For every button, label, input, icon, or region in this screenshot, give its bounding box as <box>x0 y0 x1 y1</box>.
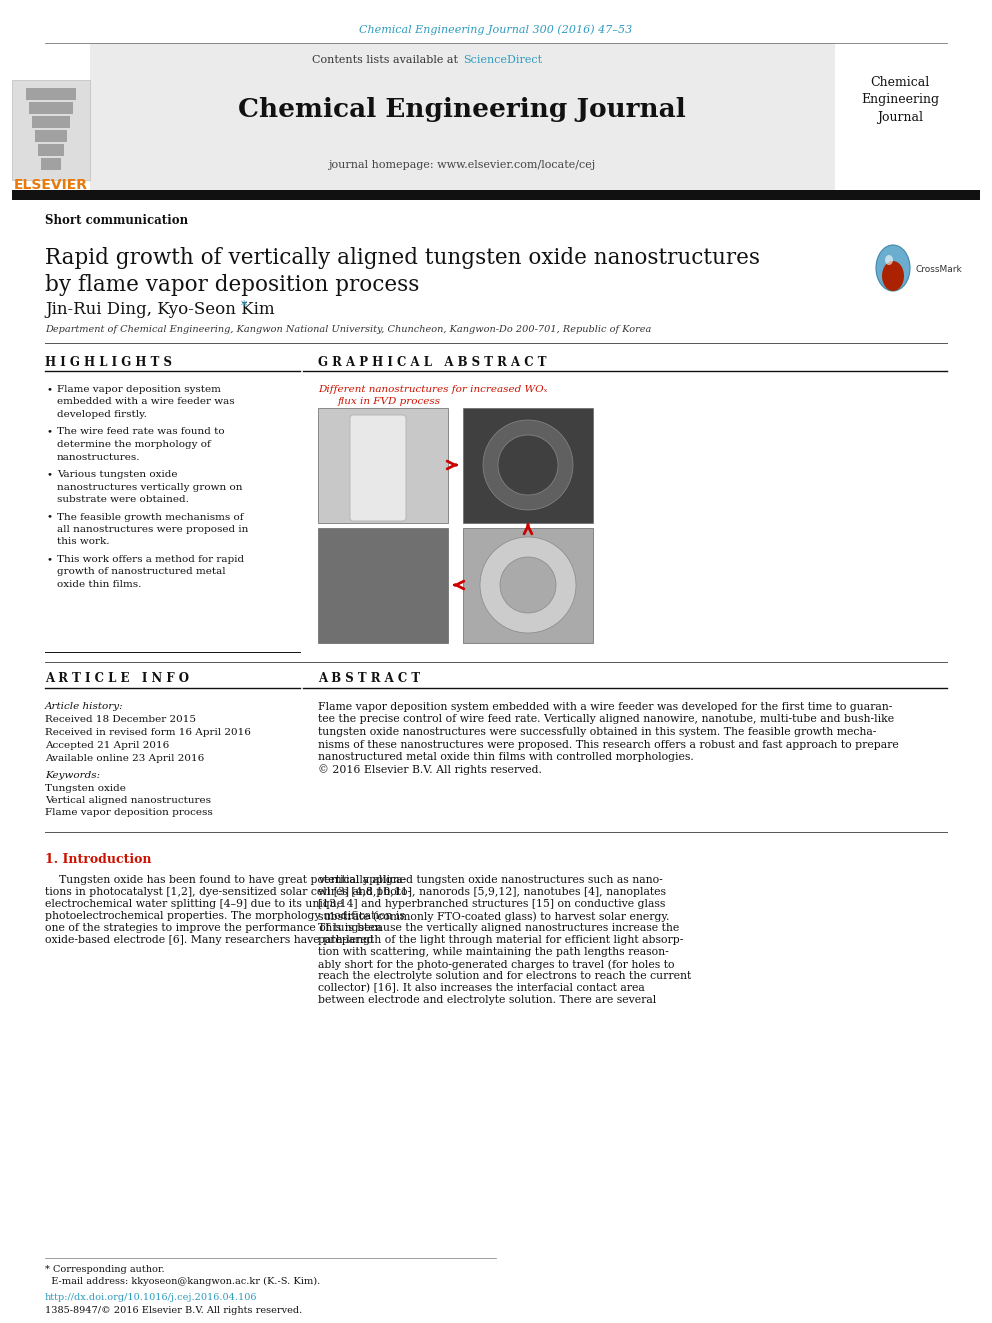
Text: A R T I C L E   I N F O: A R T I C L E I N F O <box>45 672 189 684</box>
Text: E-mail address: kkyoseon@kangwon.ac.kr (K.-S. Kim).: E-mail address: kkyoseon@kangwon.ac.kr (… <box>45 1277 320 1286</box>
Bar <box>32 116 70 128</box>
Text: •: • <box>47 385 53 394</box>
Text: http://dx.doi.org/10.1016/j.cej.2016.04.106: http://dx.doi.org/10.1016/j.cej.2016.04.… <box>45 1293 258 1302</box>
Bar <box>35 130 67 142</box>
Text: nanostructures.: nanostructures. <box>57 452 141 462</box>
Text: Available online 23 April 2016: Available online 23 April 2016 <box>45 754 204 763</box>
Bar <box>12 79 90 180</box>
Text: © 2016 Elsevier B.V. All rights reserved.: © 2016 Elsevier B.V. All rights reserved… <box>318 765 542 775</box>
Text: •: • <box>47 556 53 564</box>
Text: flux in FVD process: flux in FVD process <box>338 397 441 406</box>
Text: Flame vapor deposition system: Flame vapor deposition system <box>57 385 221 394</box>
Text: substrate were obtained.: substrate were obtained. <box>57 495 188 504</box>
Bar <box>12 191 980 200</box>
Text: nanostructured metal oxide thin films with controlled morphologies.: nanostructured metal oxide thin films wi… <box>318 751 693 762</box>
Text: Tungsten oxide has been found to have great potential applica-: Tungsten oxide has been found to have gr… <box>45 875 406 885</box>
Text: Different nanostructures for increased WOₓ: Different nanostructures for increased W… <box>318 385 548 394</box>
Text: oxide thin films.: oxide thin films. <box>57 579 142 589</box>
Ellipse shape <box>885 255 893 265</box>
Text: all nanostructures were proposed in: all nanostructures were proposed in <box>57 525 248 534</box>
Bar <box>90 44 835 191</box>
Text: electrochemical water splitting [4–9] due to its unique: electrochemical water splitting [4–9] du… <box>45 900 343 909</box>
Text: Flame vapor deposition system embedded with a wire feeder was developed for the : Flame vapor deposition system embedded w… <box>318 703 893 712</box>
Text: nanostructures vertically grown on: nanostructures vertically grown on <box>57 483 242 492</box>
Bar <box>318 407 448 523</box>
Text: G R A P H I C A L   A B S T R A C T: G R A P H I C A L A B S T R A C T <box>318 356 547 369</box>
Bar <box>463 407 593 523</box>
Text: The feasible growth mechanisms of: The feasible growth mechanisms of <box>57 512 243 521</box>
Text: path-length of the light through material for efficient light absorp-: path-length of the light through materia… <box>318 935 683 945</box>
Text: This work offers a method for rapid: This work offers a method for rapid <box>57 556 244 564</box>
Text: *: * <box>241 300 247 314</box>
Bar <box>38 144 64 156</box>
Text: ScienceDirect: ScienceDirect <box>463 56 542 65</box>
Text: Received in revised form 16 April 2016: Received in revised form 16 April 2016 <box>45 728 251 737</box>
Text: nisms of these nanostructures were proposed. This research offers a robust and f: nisms of these nanostructures were propo… <box>318 740 899 750</box>
Bar <box>29 102 73 114</box>
Ellipse shape <box>876 245 910 291</box>
Text: CrossMark: CrossMark <box>915 265 962 274</box>
FancyBboxPatch shape <box>350 415 406 521</box>
Text: tion with scattering, while maintaining the path lengths reason-: tion with scattering, while maintaining … <box>318 947 669 957</box>
Text: wires [4,8,10,11], nanorods [5,9,12], nanotubes [4], nanoplates: wires [4,8,10,11], nanorods [5,9,12], na… <box>318 886 666 897</box>
Text: Rapid growth of vertically aligned tungsten oxide nanostructures: Rapid growth of vertically aligned tungs… <box>45 247 760 269</box>
Text: reach the electrolyte solution and for electrons to reach the current: reach the electrolyte solution and for e… <box>318 971 691 980</box>
Text: •: • <box>47 427 53 437</box>
Text: Vertical aligned nanostructures: Vertical aligned nanostructures <box>45 796 211 804</box>
Text: Chemical
Engineering
Journal: Chemical Engineering Journal <box>861 75 939 124</box>
Text: Jin-Rui Ding, Kyo-Seon Kim: Jin-Rui Ding, Kyo-Seon Kim <box>45 302 280 319</box>
Text: •: • <box>47 470 53 479</box>
Text: journal homepage: www.elsevier.com/locate/cej: journal homepage: www.elsevier.com/locat… <box>328 160 595 169</box>
Text: Contents lists available at: Contents lists available at <box>312 56 462 65</box>
Bar <box>26 89 76 101</box>
Text: Flame vapor deposition process: Flame vapor deposition process <box>45 808 212 818</box>
Text: developed firstly.: developed firstly. <box>57 410 147 419</box>
Text: Department of Chemical Engineering, Kangwon National University, Chuncheon, Kang: Department of Chemical Engineering, Kang… <box>45 325 652 335</box>
Text: This is because the vertically aligned nanostructures increase the: This is because the vertically aligned n… <box>318 923 680 933</box>
Text: Keywords:: Keywords: <box>45 771 100 781</box>
Text: Chemical Engineering Journal: Chemical Engineering Journal <box>238 98 685 123</box>
Text: tee the precise control of wire feed rate. Vertically aligned nanowire, nanotube: tee the precise control of wire feed rat… <box>318 714 894 725</box>
Text: •: • <box>47 512 53 521</box>
Text: substrate (commonly FTO-coated glass) to harvest solar energy.: substrate (commonly FTO-coated glass) to… <box>318 912 670 922</box>
Text: embedded with a wire feeder was: embedded with a wire feeder was <box>57 397 235 406</box>
Text: H I G H L I G H T S: H I G H L I G H T S <box>45 356 172 369</box>
Text: 1385-8947/© 2016 Elsevier B.V. All rights reserved.: 1385-8947/© 2016 Elsevier B.V. All right… <box>45 1306 303 1315</box>
Text: The wire feed rate was found to: The wire feed rate was found to <box>57 427 224 437</box>
Text: by flame vapor deposition process: by flame vapor deposition process <box>45 274 420 296</box>
Text: this work.: this work. <box>57 537 109 546</box>
Text: Accepted 21 April 2016: Accepted 21 April 2016 <box>45 741 170 750</box>
Text: tions in photocatalyst [1,2], dye-sensitized solar cell [3] and photo-: tions in photocatalyst [1,2], dye-sensit… <box>45 886 411 897</box>
Bar <box>318 528 448 643</box>
Text: Various tungsten oxide: Various tungsten oxide <box>57 470 178 479</box>
Text: tungsten oxide nanostructures were successfully obtained in this system. The fea: tungsten oxide nanostructures were succe… <box>318 728 876 737</box>
Text: collector) [16]. It also increases the interfacial contact area: collector) [16]. It also increases the i… <box>318 983 645 994</box>
Text: ELSEVIER: ELSEVIER <box>14 179 88 192</box>
Text: photoelectrochemical properties. The morphology modification is: photoelectrochemical properties. The mor… <box>45 912 405 921</box>
Text: [13,14] and hyperbranched structures [15] on conductive glass: [13,14] and hyperbranched structures [15… <box>318 900 666 909</box>
Text: Received 18 December 2015: Received 18 December 2015 <box>45 714 196 724</box>
Ellipse shape <box>882 261 904 291</box>
Text: Tungsten oxide: Tungsten oxide <box>45 785 126 792</box>
Text: Chemical Engineering Journal 300 (2016) 47–53: Chemical Engineering Journal 300 (2016) … <box>359 25 633 36</box>
Bar <box>463 528 593 643</box>
Text: growth of nanostructured metal: growth of nanostructured metal <box>57 568 225 577</box>
Bar <box>41 157 61 169</box>
Text: Short communication: Short communication <box>45 213 188 226</box>
Text: oxide-based electrode [6]. Many researchers have prepared: oxide-based electrode [6]. Many research… <box>45 935 374 945</box>
Text: * Corresponding author.: * Corresponding author. <box>45 1265 165 1274</box>
Text: vertically aligned tungsten oxide nanostructures such as nano-: vertically aligned tungsten oxide nanost… <box>318 875 663 885</box>
Text: determine the morphology of: determine the morphology of <box>57 441 210 448</box>
Text: 1. Introduction: 1. Introduction <box>45 853 152 867</box>
Text: ably short for the photo-generated charges to travel (for holes to: ably short for the photo-generated charg… <box>318 959 675 970</box>
Text: one of the strategies to improve the performance of tungsten: one of the strategies to improve the per… <box>45 923 382 933</box>
Text: A B S T R A C T: A B S T R A C T <box>318 672 421 684</box>
Text: Article history:: Article history: <box>45 703 124 710</box>
Text: between electrode and electrolyte solution. There are several: between electrode and electrolyte soluti… <box>318 995 657 1005</box>
